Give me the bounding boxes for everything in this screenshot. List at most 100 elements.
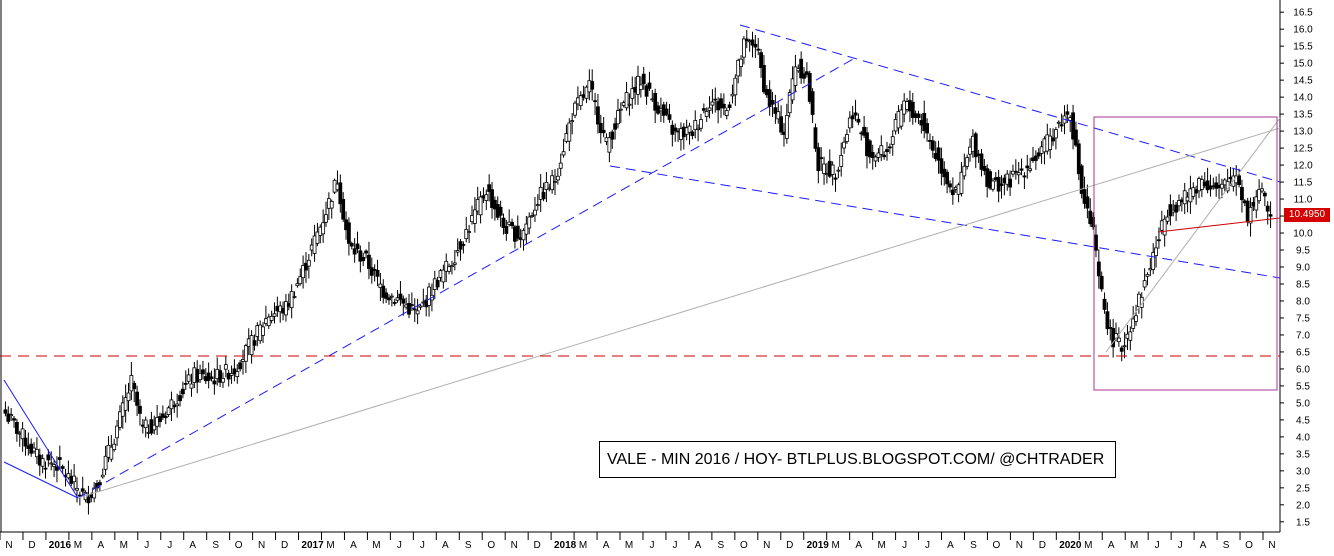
x-tick-label: M bbox=[326, 540, 334, 551]
candle bbox=[292, 291, 297, 299]
candle bbox=[189, 373, 194, 397]
candle bbox=[555, 168, 560, 185]
x-tick-label: O bbox=[1245, 540, 1253, 551]
x-tick-label: N bbox=[763, 540, 770, 551]
candle bbox=[1165, 209, 1170, 225]
y-tick-label: 4.5 bbox=[1296, 415, 1310, 426]
candle bbox=[347, 217, 351, 256]
trendlines bbox=[0, 24, 1281, 499]
x-tick-label: 2019 bbox=[807, 540, 830, 551]
chart-title: VALE - MIN 2016 / HOY- BTLPLUS.BLOGSPOT.… bbox=[599, 441, 1116, 478]
candle bbox=[541, 182, 546, 202]
x-tick-label: M bbox=[74, 540, 82, 551]
candle bbox=[836, 166, 841, 179]
candle bbox=[252, 334, 257, 351]
candle bbox=[1174, 201, 1179, 222]
candle bbox=[1237, 168, 1241, 188]
candle bbox=[324, 201, 328, 227]
candle bbox=[1154, 235, 1158, 268]
candle bbox=[833, 173, 838, 192]
candle bbox=[962, 153, 967, 180]
candle bbox=[1122, 332, 1127, 359]
candle bbox=[945, 169, 950, 194]
candle bbox=[578, 91, 583, 111]
candle bbox=[77, 491, 82, 506]
candle bbox=[742, 35, 746, 65]
chart-frame bbox=[0, 0, 1281, 533]
candle bbox=[616, 98, 620, 129]
candle bbox=[699, 113, 703, 132]
candle bbox=[46, 449, 51, 467]
candle bbox=[756, 37, 761, 56]
candle bbox=[1108, 319, 1113, 341]
candle bbox=[289, 284, 294, 319]
candle bbox=[261, 322, 265, 343]
candle bbox=[876, 148, 881, 163]
candle bbox=[178, 390, 182, 407]
candle bbox=[1079, 163, 1084, 199]
y-tick-label: 12.5 bbox=[1293, 144, 1313, 155]
candle bbox=[1094, 224, 1098, 258]
candle bbox=[238, 359, 243, 372]
x-tick-label: A bbox=[855, 540, 862, 551]
candle bbox=[1028, 157, 1033, 173]
candle bbox=[759, 48, 763, 78]
y-tick-label: 1.5 bbox=[1296, 517, 1310, 528]
y-tick-label: 4.0 bbox=[1296, 432, 1310, 443]
candle bbox=[29, 438, 34, 457]
candle bbox=[1074, 121, 1078, 148]
candle bbox=[501, 213, 506, 235]
candle bbox=[198, 364, 202, 383]
candle bbox=[392, 298, 397, 306]
x-tick-label: N bbox=[1268, 540, 1275, 551]
y-tick-label: 16.0 bbox=[1293, 25, 1313, 36]
candle bbox=[206, 362, 211, 389]
candle bbox=[767, 80, 772, 116]
candle bbox=[20, 421, 25, 452]
candle bbox=[1013, 159, 1018, 180]
candle bbox=[223, 355, 228, 378]
candle bbox=[315, 222, 320, 247]
candle bbox=[524, 215, 529, 244]
candle bbox=[810, 88, 815, 123]
x-tick-label: 2020 bbox=[1059, 540, 1082, 551]
x-tick-label: N bbox=[1016, 540, 1023, 551]
y-tick-label: 10.0 bbox=[1293, 229, 1313, 240]
candle bbox=[243, 343, 248, 373]
y-tick-label: 6.0 bbox=[1296, 364, 1310, 375]
candle bbox=[169, 391, 174, 422]
candle bbox=[598, 114, 603, 144]
candle bbox=[72, 464, 77, 491]
candle bbox=[899, 104, 904, 130]
candle bbox=[535, 194, 540, 211]
candle bbox=[86, 485, 91, 515]
candle bbox=[143, 416, 148, 438]
candle bbox=[558, 153, 563, 177]
candle bbox=[1131, 306, 1136, 333]
x-tick-label: D bbox=[281, 540, 288, 551]
candle bbox=[950, 177, 955, 205]
y-tick-label: 11.0 bbox=[1294, 195, 1313, 206]
x-axis: N D 2016 M A M J J A S O N D 2017 M A M J J A S O N D 2018 M A M J J A… bbox=[0, 532, 1276, 551]
candle bbox=[329, 199, 334, 219]
candle bbox=[447, 263, 451, 275]
x-tick-label: S bbox=[718, 540, 725, 551]
y-tick-label: 8.0 bbox=[1296, 296, 1310, 307]
candle bbox=[870, 144, 875, 170]
x-tick-label: A bbox=[98, 540, 105, 551]
candle bbox=[209, 370, 214, 382]
candle bbox=[590, 69, 595, 101]
y-tick-label: 13.0 bbox=[1293, 127, 1313, 138]
y-tick-label: 7.0 bbox=[1296, 330, 1310, 341]
candle bbox=[355, 231, 360, 254]
candle bbox=[1091, 212, 1096, 230]
x-tick-label: 2018 bbox=[554, 540, 577, 551]
candle bbox=[55, 456, 59, 483]
candle bbox=[1145, 272, 1150, 286]
x-tick-label: A bbox=[1200, 540, 1207, 551]
candle bbox=[398, 281, 403, 306]
y-tick-label: 15.5 bbox=[1293, 42, 1313, 53]
candle bbox=[744, 29, 749, 49]
candle bbox=[693, 110, 698, 139]
